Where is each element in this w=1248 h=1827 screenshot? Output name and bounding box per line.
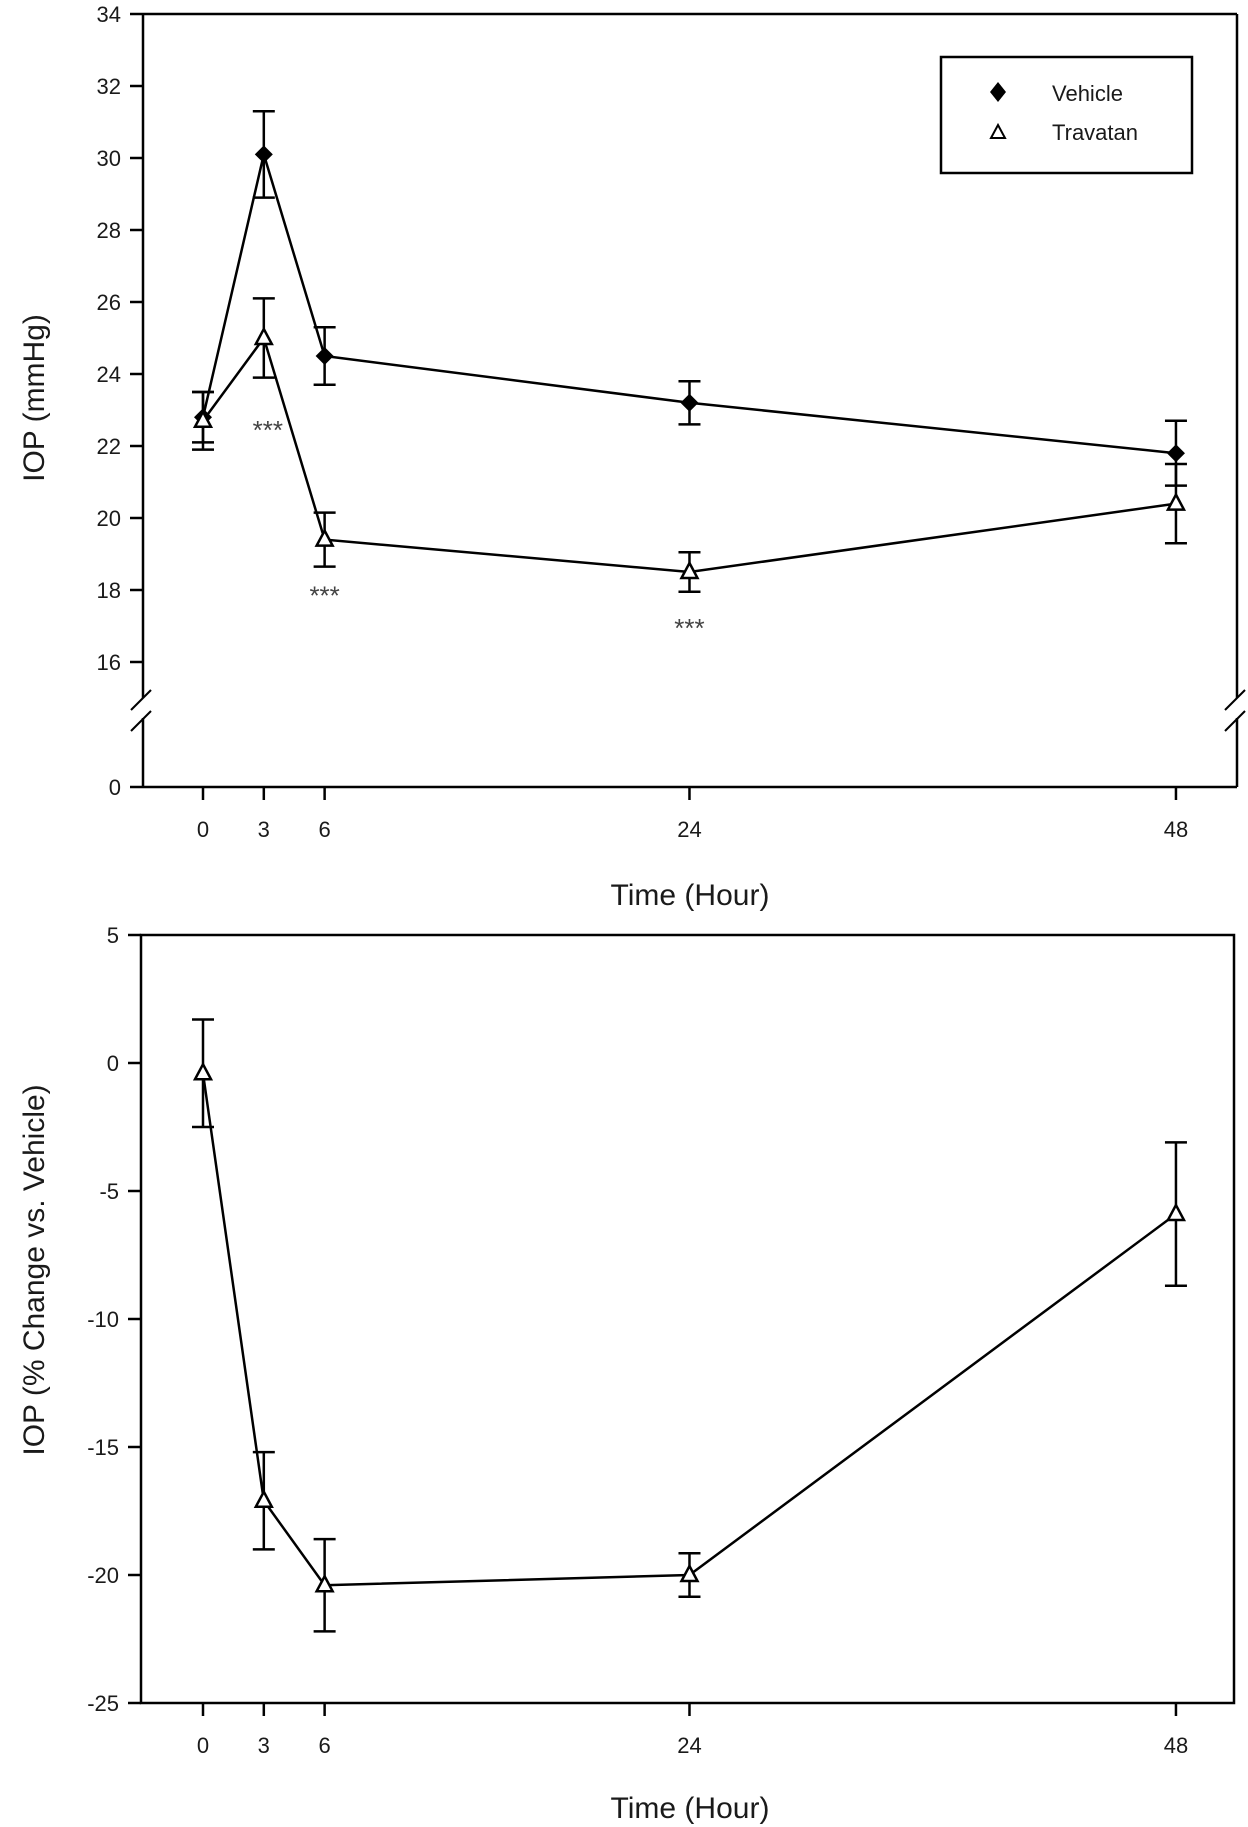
- bottom-plot-frame: [139, 933, 1236, 1705]
- y-tick-label: 20: [97, 506, 121, 531]
- bottom-y-axis-title: IOP (% Change vs. Vehicle): [18, 1084, 51, 1455]
- top-x-axis-title: Time (Hour): [611, 879, 770, 912]
- series-travatan: [192, 1018, 1187, 1633]
- bottom-x-axis-title: Time (Hour): [611, 1792, 770, 1825]
- data-point: [1165, 1202, 1187, 1222]
- axis-break-mark: [1224, 689, 1246, 711]
- legend-box: [939, 55, 1194, 175]
- legend: Vehicle Travatan: [939, 55, 1194, 175]
- y-tick-label: 22: [97, 434, 121, 459]
- axis-break-mark: [1224, 710, 1246, 732]
- x-tick-label: 0: [197, 817, 209, 842]
- data-point: [1165, 491, 1187, 511]
- data-point: [314, 1573, 335, 1593]
- y-tick-label: 0: [107, 1051, 119, 1076]
- y-tick-label: 24: [97, 362, 121, 387]
- series-travatan: [192, 297, 1187, 594]
- top-plot-frame: [130, 12, 1246, 789]
- x-tick-label: 24: [677, 1733, 701, 1758]
- bottom-panel: 5 0 -5 -10 -15 -20 -25 0 3 6 24 48 IOP (% Change v…: [18, 923, 1236, 1825]
- x-tick-label: 6: [318, 817, 330, 842]
- data-point: [253, 1489, 274, 1509]
- y-tick-label: 16: [97, 650, 121, 675]
- data-point: [679, 560, 700, 580]
- data-point: [192, 409, 214, 429]
- y-tick-label: 30: [97, 146, 121, 171]
- data-point: [253, 326, 274, 346]
- data-point: [314, 527, 335, 547]
- top-panel: 34 32 30 28 26 24 22 20 18 16 0 0 3 6 24 48 *** ****** …: [18, 2, 1246, 912]
- y-tick-label: 5: [107, 923, 119, 948]
- top-series-group: [192, 109, 1187, 594]
- y-tick-label: -5: [99, 1179, 119, 1204]
- data-point: [680, 393, 699, 412]
- data-point: [315, 347, 334, 365]
- y-tick-label: -25: [87, 1691, 119, 1716]
- top-x-axis: 0 3 6 24 48: [197, 787, 1188, 842]
- x-tick-label: 3: [258, 1733, 270, 1758]
- series-line: [201, 335, 1177, 574]
- legend-travatan-marker: [989, 122, 1007, 139]
- top-y-axis: 34 32 30 28 26 24 22 20 18 16 0: [97, 2, 143, 800]
- axis-break-mark: [130, 710, 152, 732]
- x-tick-label: 48: [1164, 1733, 1188, 1758]
- data-point: [679, 1563, 700, 1583]
- top-annotations: *** *** ***: [253, 415, 705, 643]
- legend-vehicle-label: Vehicle: [1052, 81, 1123, 106]
- data-point: [1166, 444, 1185, 463]
- significance-marker: ***: [253, 415, 283, 445]
- significance-marker: ***: [674, 613, 704, 643]
- x-tick-label: 0: [197, 1733, 209, 1758]
- x-tick-label: 48: [1164, 817, 1188, 842]
- data-point: [192, 1061, 214, 1081]
- x-tick-label: 3: [258, 817, 270, 842]
- y-tick-label: 0: [109, 775, 121, 800]
- y-tick-label: 26: [97, 290, 121, 315]
- axis-break-mark: [130, 689, 152, 711]
- significance-marker: ***: [309, 580, 339, 610]
- x-tick-label: 24: [677, 817, 701, 842]
- legend-travatan-label: Travatan: [1052, 120, 1138, 145]
- y-tick-label: -15: [87, 1435, 119, 1460]
- series-line: [201, 1073, 1177, 1587]
- y-tick-label: 34: [97, 2, 121, 27]
- y-tick-label: 18: [97, 578, 121, 603]
- top-y-axis-title: IOP (mmHg): [18, 314, 51, 482]
- y-tick-label: 32: [97, 74, 121, 99]
- y-tick-label: -20: [87, 1563, 119, 1588]
- bottom-frame: [139, 933, 1236, 1705]
- data-point: [254, 145, 273, 164]
- legend-vehicle-marker: [990, 82, 1006, 102]
- x-tick-label: 6: [318, 1733, 330, 1758]
- bottom-y-axis: 5 0 -5 -10 -15 -20 -25: [87, 923, 141, 1716]
- y-tick-label: 28: [97, 218, 121, 243]
- bottom-series-group: [192, 1018, 1187, 1633]
- bottom-x-axis: 0 3 6 24 48: [197, 1703, 1188, 1758]
- y-tick-label: -10: [87, 1307, 119, 1332]
